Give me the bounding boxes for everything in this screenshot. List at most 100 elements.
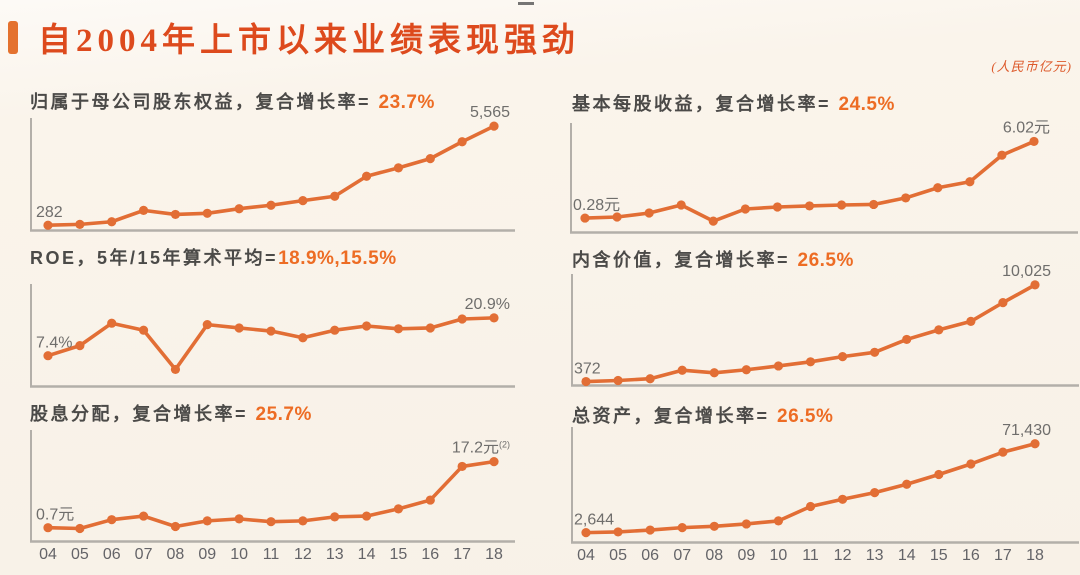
x-tick-label: 15 — [390, 546, 408, 563]
data-point — [75, 219, 85, 229]
data-point — [202, 208, 212, 218]
roe-line-chart: 7.4% 20.9% — [30, 284, 515, 388]
chart-title-equity-accent: 23.7% — [378, 92, 435, 113]
title-accent-bar — [8, 21, 18, 54]
x-tick-label: 13 — [866, 547, 884, 564]
data-point — [330, 512, 340, 522]
data-point — [805, 501, 816, 512]
x-tick-label: 16 — [962, 547, 980, 564]
x-tick-label: 04 — [39, 546, 57, 563]
data-point — [933, 183, 943, 193]
eps-line-chart: 0.28元 6.02元 — [570, 119, 1078, 234]
chart-title-eps-accent: 24.5% — [838, 94, 895, 115]
x-tick-label: 11 — [802, 547, 819, 564]
data-point — [772, 202, 783, 212]
data-point — [457, 461, 467, 472]
last-point-label: 5,565 — [470, 104, 510, 121]
chart-title-eps: 基本每股收益，复合增长率= 24.5% — [572, 90, 895, 116]
data-point — [709, 368, 719, 378]
x-tick-label: 16 — [421, 546, 439, 563]
data-point — [266, 200, 276, 210]
data-point — [966, 459, 976, 469]
data-point — [773, 516, 784, 526]
x-tick-label: 08 — [705, 547, 723, 564]
data-point — [298, 516, 308, 526]
data-point — [836, 200, 847, 210]
data-point — [138, 205, 149, 215]
last-point-label: 71,430 — [1002, 422, 1051, 439]
x-tick-label: 06 — [641, 547, 659, 564]
data-point — [138, 511, 149, 521]
data-point — [644, 208, 654, 218]
x-tick-label: 14 — [898, 547, 916, 564]
data-point — [425, 154, 435, 164]
first-point-label: 372 — [574, 361, 601, 378]
data-point — [43, 523, 53, 533]
data-point — [902, 479, 912, 489]
data-point — [581, 376, 591, 387]
data-point — [677, 523, 687, 533]
data-point — [804, 201, 815, 211]
data-point — [298, 195, 308, 206]
first-point-label: 0.28元 — [573, 197, 620, 214]
data-point — [489, 121, 499, 131]
data-point — [934, 469, 944, 480]
x-tick-label: 08 — [167, 546, 185, 563]
data-point — [107, 217, 117, 227]
last-point-label-superscript: (2) — [499, 440, 510, 450]
data-point — [580, 213, 590, 223]
data-point — [170, 364, 181, 375]
data-point — [581, 528, 591, 538]
first-point-label: 7.4% — [36, 335, 72, 352]
data-point — [425, 323, 435, 333]
data-point — [837, 352, 848, 362]
data-point — [998, 447, 1008, 457]
currency-unit-note: (人民币亿元) — [991, 59, 1072, 74]
data-point — [170, 209, 181, 220]
data-point — [773, 361, 784, 371]
data-point — [107, 515, 117, 525]
chart-title-roe-accent: 18.9%,15.5% — [278, 248, 397, 269]
x-tick-label: 07 — [673, 547, 691, 564]
data-point — [202, 516, 212, 526]
x-tick-label: 13 — [326, 546, 344, 563]
data-point — [330, 325, 340, 335]
data-point — [75, 523, 85, 534]
series-line — [584, 283, 1037, 384]
data-point — [107, 318, 117, 328]
data-point — [75, 341, 85, 351]
last-point-label: 6.02元 — [1003, 119, 1050, 136]
last-point-label: 17.2元(2) — [452, 440, 510, 457]
data-point — [676, 200, 686, 210]
data-point — [425, 495, 435, 505]
chart-title-roe: ROE，5年/15年算术平均=18.9%,15.5% — [30, 244, 397, 270]
total-assets-line-chart: 2,644 71,430 04 05 06 07 08 09 10 11 12 13 14 15 16 17 1… — [571, 422, 1079, 564]
page-title: 自2004年上市以来业绩表现强劲 — [38, 23, 580, 59]
data-point — [489, 457, 499, 467]
data-point — [361, 511, 372, 521]
chart-title-embedded-value-accent: 26.5% — [797, 250, 854, 271]
data-point — [138, 325, 149, 335]
data-point — [870, 347, 880, 357]
chart-title-total-assets: 总资产，复合增长率= 26.5% — [572, 402, 833, 428]
x-tick-label: 09 — [737, 547, 755, 564]
data-point — [266, 517, 276, 527]
x-tick-label: 18 — [485, 546, 503, 563]
dividends-line-chart: 0.7元 17.2元(2) 04 05 06 07 08 09 10 11 12 13 14 15 16 17… — [30, 430, 515, 563]
data-point — [1030, 280, 1040, 290]
x-tick-label: 11 — [263, 546, 280, 563]
data-point — [613, 375, 623, 386]
last-point-label: 10,025 — [1002, 263, 1051, 280]
screen-artifact-mark — [518, 2, 534, 13]
data-point — [298, 333, 308, 343]
chart-title-eps-text: 基本每股收益，复合增长率= — [572, 94, 839, 114]
data-point — [998, 298, 1008, 308]
data-point — [1030, 439, 1040, 449]
data-point — [457, 314, 467, 324]
x-tick-label: 05 — [609, 547, 627, 564]
x-tick-label: 15 — [930, 547, 948, 564]
last-point-label: 20.9% — [465, 296, 510, 313]
data-point — [837, 494, 848, 504]
x-tick-label: 04 — [577, 547, 595, 564]
